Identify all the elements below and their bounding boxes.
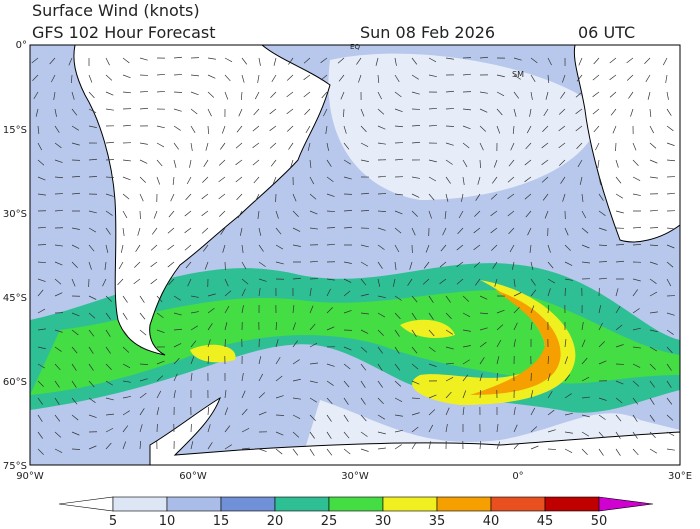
colorbar-segment: [437, 497, 491, 511]
colorbar-segment: [113, 497, 167, 511]
colorbar-label: 20: [267, 514, 284, 525]
lon-label: 30°W: [341, 471, 369, 482]
colorbar-segment: [167, 497, 221, 511]
place-label: SM: [512, 70, 524, 79]
lat-label: 60°S: [3, 377, 27, 388]
colorbar-label: 10: [159, 514, 176, 525]
lat-label: 15°S: [3, 125, 27, 136]
title: Surface Wind (knots): [32, 1, 200, 20]
wind-barb: [174, 92, 182, 93]
place-label: EQ: [350, 43, 360, 51]
colorbar-segment: [221, 497, 275, 511]
colorbar-segment: [275, 497, 329, 511]
colorbar-label: 50: [591, 514, 608, 525]
colorbar-label: 45: [537, 514, 554, 525]
colorbar-high-arrow: [599, 497, 653, 511]
time: 06 UTC: [578, 23, 635, 42]
colorbar-label: 5: [109, 514, 117, 525]
colorbar-label: 25: [321, 514, 338, 525]
lon-label: 90°W: [16, 471, 44, 482]
colorbar-label: 30: [375, 514, 392, 525]
colorbar-segment: [329, 497, 383, 511]
colorbar-label: 15: [213, 514, 230, 525]
colorbar-low-arrow: [59, 497, 113, 511]
lon-label: 30°E: [668, 471, 692, 482]
map-area: [30, 45, 680, 470]
colorbar-label: 35: [429, 514, 446, 525]
colorbar-label: 40: [483, 514, 500, 525]
subtitle: GFS 102 Hour Forecast: [32, 23, 216, 42]
lat-label: 30°S: [3, 209, 27, 220]
date: Sun 08 Feb 2026: [360, 23, 495, 42]
lat-label: 0°: [16, 40, 27, 51]
colorbar-segment: [545, 497, 599, 511]
lon-label: 60°W: [179, 471, 207, 482]
lat-label: 45°S: [3, 293, 27, 304]
colorbar-segment: [383, 497, 437, 511]
colorbar-segment: [491, 497, 545, 511]
lon-label: 0°: [512, 471, 523, 482]
wind-barb: [378, 193, 386, 194]
colorbar: 5 10 15 20 25 30 35 40 45 50: [59, 497, 653, 525]
